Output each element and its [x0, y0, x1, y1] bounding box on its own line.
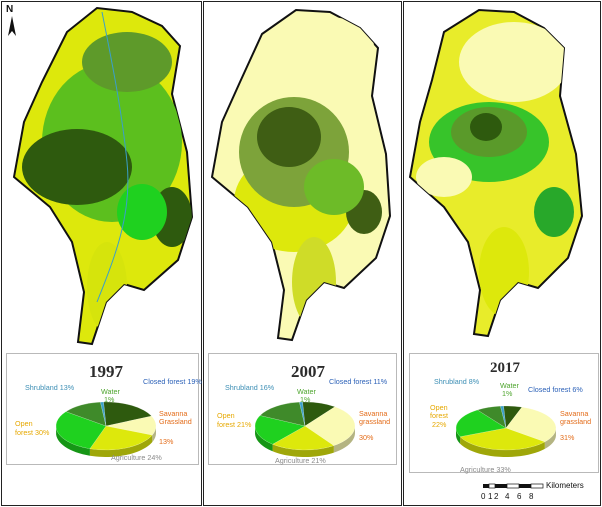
pie-slice-agriculture	[89, 425, 153, 451]
label-shrubland: Shrubland 16%	[225, 383, 275, 392]
pie-slice-savanna-grassland	[304, 406, 356, 446]
pie-slice-side	[272, 444, 334, 457]
pie-slice-agriculture	[459, 427, 546, 451]
pie-chart-1997	[55, 401, 157, 457]
label-closed-forest: Closed forest 19%	[143, 377, 202, 386]
label-open-forest: Open	[15, 419, 33, 428]
pie-slice-side	[456, 428, 461, 444]
label-savanna-pct: 31%	[560, 433, 575, 442]
pie-slice-closed-forest	[503, 405, 523, 429]
agriculture-patch	[87, 242, 127, 332]
pie-slice-water	[500, 405, 507, 429]
label-savanna-pct: 13%	[159, 437, 174, 446]
pie-slice-open-forest	[254, 415, 306, 445]
label-agriculture: Agriculture 21%	[275, 456, 326, 465]
label-open-forest-pct: forest 30%	[15, 428, 50, 437]
panel-2007: 2007 Shrubland 16% Water 1% Closed fores…	[203, 1, 402, 506]
open-forest-patch	[117, 184, 167, 240]
label-savanna-sub: Grassland	[159, 417, 192, 426]
scale-tick: 6	[517, 492, 522, 501]
pie-slice-side	[89, 435, 153, 457]
pie-chart-2007	[254, 401, 356, 457]
north-label: N	[6, 4, 14, 15]
scale-unit: Kilometers	[546, 481, 584, 490]
pie-slice-side	[460, 436, 545, 457]
scale-tick: 8	[529, 492, 534, 501]
pie-slice-shrubland	[65, 401, 107, 427]
chart-year: 1997	[89, 362, 123, 381]
pie-slice-closed-forest	[302, 401, 336, 427]
label-open-forest: Open	[430, 403, 448, 412]
land-cover-chart-card-1997: 1997 Shrubland 13% Water 1% Closed fores…	[6, 353, 202, 465]
pie-slice-side	[255, 426, 273, 452]
pie-slice-shrubland	[476, 405, 507, 429]
label-water: Water	[500, 381, 519, 390]
open-forest-patch	[304, 159, 364, 215]
chart-year: 2007	[291, 362, 325, 381]
pie-slice-water	[100, 401, 107, 427]
agriculture-south	[479, 227, 529, 317]
label-savanna-pct: 30%	[359, 433, 374, 442]
label-savanna: Savanna	[159, 409, 188, 418]
label-open-forest-pct: forest 21%	[217, 420, 252, 429]
label-savanna-sub: grassland	[560, 417, 592, 426]
north-arrow-icon	[8, 16, 16, 36]
label-agriculture: Agriculture 33%	[460, 465, 511, 474]
panel-2017: 2017 Shrubland 8% Water 1% Closed forest…	[403, 1, 601, 506]
label-water-pct: 1%	[502, 389, 513, 398]
savanna-west	[416, 157, 472, 197]
pie-slice-side	[544, 428, 556, 449]
pie-slice-open-forest	[55, 411, 107, 449]
land-cover-chart-card-2007: 2007 Shrubland 16% Water 1% Closed fores…	[208, 353, 397, 465]
pie-slice-water	[299, 401, 306, 427]
panel-1997: N 1997 Shrubland 13% Water 1% Closed for…	[1, 1, 202, 506]
label-open-forest-word: forest	[430, 411, 448, 420]
label-agriculture: Agriculture 24%	[111, 453, 162, 462]
land-cover-map-2007	[210, 8, 392, 342]
pie-chart-2017	[455, 405, 557, 457]
agriculture-south	[292, 237, 336, 327]
closed-forest-area	[470, 113, 502, 141]
land-cover-map-2017	[408, 8, 584, 338]
land-cover-chart-card-2017: 2017 Shrubland 8% Water 1% Closed forest…	[409, 353, 599, 474]
pie-slice-side	[56, 427, 90, 456]
label-savanna: Savanna	[359, 409, 388, 418]
label-shrubland: Shrubland 8%	[434, 377, 480, 386]
pie-slice-closed-forest	[103, 401, 153, 427]
open-forest-east	[534, 187, 574, 237]
pie-slice-side	[333, 426, 355, 453]
label-shrubland: Shrubland 13%	[25, 383, 75, 392]
closed-forest-area	[22, 129, 132, 205]
label-water: Water	[101, 387, 120, 396]
scale-bar-graphic	[483, 483, 544, 489]
label-water-pct: 1%	[104, 395, 115, 404]
scale-tick: 2	[494, 492, 499, 501]
land-cover-map-1997	[12, 6, 194, 346]
scale-bar: Kilometers 0 1 2 4 6 8	[480, 479, 590, 503]
chart-year: 2017	[490, 360, 520, 376]
shrubland-area	[82, 32, 172, 92]
label-closed-forest: Closed forest 11%	[329, 377, 388, 386]
label-open-forest: Open	[217, 411, 235, 420]
pie-slice-agriculture	[272, 425, 335, 451]
pie-slice-side	[152, 426, 156, 443]
closed-forest-area	[257, 107, 321, 167]
north-arrow: N	[5, 4, 19, 38]
label-water-pct: 1%	[300, 395, 311, 404]
scale-tick: 1	[488, 492, 493, 501]
scale-tick: 4	[505, 492, 510, 501]
pie-slice-savanna-grassland	[505, 406, 557, 443]
label-water: Water	[297, 387, 316, 396]
river	[96, 11, 129, 303]
pie-slice-shrubland	[259, 401, 306, 427]
scale-tick: 0	[481, 492, 486, 501]
savanna-area	[459, 22, 569, 102]
savanna-north	[284, 17, 374, 77]
label-open-forest-pct: 22%	[432, 420, 447, 429]
label-closed-forest: Closed forest 6%	[528, 385, 583, 394]
label-savanna: Savanna	[560, 409, 589, 418]
label-savanna-sub: grassland	[359, 417, 391, 426]
pie-slice-open-forest	[455, 409, 507, 437]
pie-slice-savanna-grassland	[105, 415, 157, 436]
